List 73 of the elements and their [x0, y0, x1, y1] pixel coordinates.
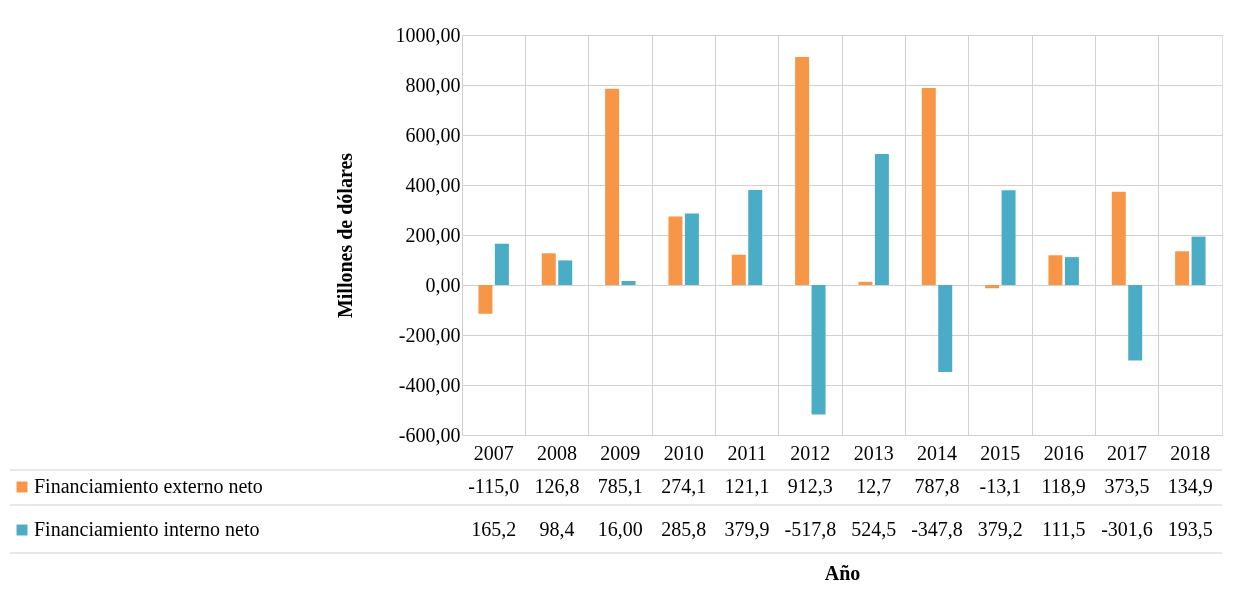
- data-label: -347,8: [911, 518, 963, 540]
- bar: [1111, 191, 1126, 285]
- data-label: -517,8: [784, 518, 837, 540]
- data-label: 193,5: [1167, 518, 1213, 540]
- bar: [748, 190, 763, 285]
- x-tick-label: 2014: [917, 441, 957, 464]
- data-label: 373,5: [1104, 475, 1150, 497]
- data-label: 285,8: [661, 518, 707, 540]
- bar: [558, 260, 573, 285]
- x-tick-label: 2009: [600, 441, 641, 464]
- bar: [985, 285, 1000, 289]
- bar: [874, 153, 889, 285]
- data-label: 785,1: [597, 475, 643, 497]
- data-label: -301,6: [1101, 518, 1153, 540]
- bar: [541, 253, 556, 285]
- data-label: 111,5: [1041, 518, 1086, 540]
- data-label: 524,5: [851, 518, 897, 540]
- data-label: 134,9: [1167, 475, 1213, 497]
- x-tick-label: 2017: [1107, 441, 1147, 464]
- y-tick-label: 800,00: [405, 73, 461, 96]
- y-tick-label: 1000,00: [395, 23, 461, 46]
- bar: [684, 213, 699, 285]
- legend-label: Financiamiento externo neto: [34, 475, 263, 497]
- x-tick-label: 2007: [473, 441, 514, 464]
- data-label: 274,1: [661, 475, 707, 497]
- x-tick-label: 2011: [727, 441, 767, 464]
- data-label: 12,7: [856, 475, 892, 497]
- bar: [478, 285, 493, 314]
- bar: [621, 281, 636, 285]
- legend-label: Financiamiento interno neto: [34, 518, 260, 540]
- data-label: 121,1: [724, 475, 770, 497]
- data-label: 126,8: [534, 475, 580, 497]
- bar: [1191, 236, 1206, 285]
- x-tick-label: 2010: [663, 441, 704, 464]
- bar: [921, 88, 936, 285]
- data-label: 16,00: [597, 518, 643, 540]
- data-label: 98,4: [539, 518, 575, 540]
- bar: [858, 281, 873, 285]
- bar: [1175, 251, 1190, 285]
- bar: [494, 243, 509, 285]
- bar: [1001, 190, 1016, 285]
- x-tick-label: 2018: [1170, 441, 1211, 464]
- y-axis-title: Millones de dólares: [333, 152, 356, 319]
- data-label: 118,9: [1041, 475, 1086, 497]
- data-label: 379,9: [724, 518, 770, 540]
- bar: [731, 254, 746, 285]
- bar: [1064, 257, 1079, 285]
- x-axis-title: Año: [824, 561, 861, 584]
- y-tick-label: -400,00: [398, 373, 461, 396]
- x-tick-label: 2008: [537, 441, 577, 464]
- bar: [605, 88, 620, 285]
- bar: [1128, 285, 1143, 361]
- data-label: -115,0: [468, 475, 520, 497]
- y-tick-label: 0,00: [425, 273, 461, 296]
- x-tick-label: 2015: [980, 441, 1021, 464]
- x-tick-label: 2013: [853, 441, 894, 464]
- bar: [1048, 255, 1063, 285]
- x-tick-label: 2016: [1043, 441, 1084, 464]
- data-label: -13,1: [979, 475, 1022, 497]
- data-label: 912,3: [787, 475, 833, 497]
- y-tick-label: -200,00: [398, 323, 461, 346]
- data-label: 379,2: [977, 518, 1023, 540]
- bar: [795, 56, 810, 285]
- data-label: 165,2: [471, 518, 517, 540]
- data-label: 787,8: [914, 475, 960, 497]
- y-tick-label: -600,00: [398, 423, 461, 446]
- x-tick-label: 2012: [790, 441, 831, 464]
- bar: [938, 285, 953, 372]
- bar: [811, 285, 826, 415]
- y-tick-label: 200,00: [405, 223, 461, 246]
- y-tick-label: 400,00: [405, 173, 461, 196]
- bar: [668, 216, 683, 285]
- y-tick-label: 600,00: [405, 123, 461, 146]
